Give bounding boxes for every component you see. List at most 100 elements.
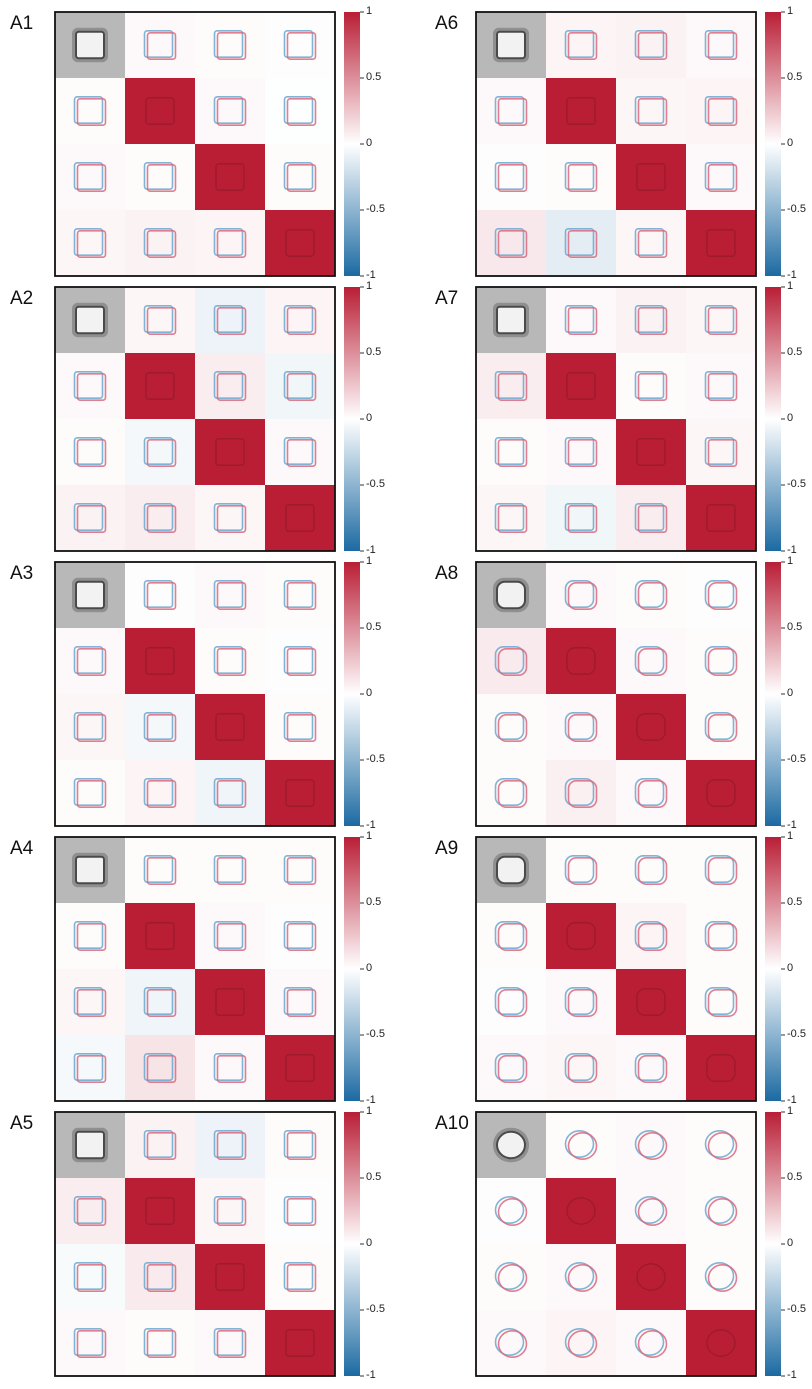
matrix-cell — [686, 903, 757, 970]
feature-outline-negative — [634, 304, 665, 333]
matrix-cell — [616, 1310, 687, 1377]
feature-outline-positive — [286, 373, 317, 402]
colorbar-tick-label: 0.5 — [787, 346, 803, 358]
feature-outline-negative — [143, 712, 174, 741]
colorbar-tick-label: 0.5 — [787, 621, 803, 633]
matrix-cell — [195, 903, 266, 970]
feature-outline-positive — [567, 1330, 598, 1359]
colorbar-gradient — [765, 1112, 781, 1376]
feature-outline — [215, 438, 245, 466]
feature-outline-negative — [564, 778, 595, 807]
colorbar-tick-label: 0 — [787, 1237, 794, 1249]
feature-outline — [145, 922, 175, 950]
feature-outline-negative — [494, 778, 525, 807]
feature-outline-positive — [286, 1198, 317, 1227]
feature-outline-negative — [704, 987, 735, 1016]
feature-outline-negative — [494, 1196, 525, 1225]
panel-label: A3 — [10, 563, 34, 584]
feature-outline — [566, 97, 596, 125]
matrix-cell — [125, 353, 196, 420]
colorbar-tick-label: 1 — [787, 555, 794, 567]
feature-outline-negative — [143, 162, 174, 191]
feature-outline-negative — [494, 228, 525, 257]
feature-outline-negative — [564, 1053, 595, 1082]
feature-outline-positive — [216, 648, 247, 677]
feature-outline-negative — [143, 304, 174, 333]
reference-feature — [496, 855, 526, 885]
feature-outline-positive — [76, 164, 107, 193]
feature-outline-negative — [494, 371, 525, 400]
feature-outline-negative — [283, 1196, 314, 1225]
matrix-cell — [265, 1035, 336, 1102]
reference-feature — [496, 305, 526, 335]
matrix-cell — [476, 485, 547, 552]
matrix-cell — [265, 485, 336, 552]
feature-outline-positive — [497, 648, 528, 677]
matrix-cell — [616, 353, 687, 420]
feature-outline-positive — [216, 505, 247, 534]
colorbar-tick-label: -0.5 — [366, 478, 385, 490]
matrix-cell — [476, 144, 547, 211]
colorbar-tick-label: -0.5 — [366, 1303, 385, 1315]
panel-label: A4 — [10, 838, 34, 859]
feature-outline-negative — [73, 437, 104, 466]
matrix-cell — [125, 837, 196, 904]
matrix-cell — [476, 210, 547, 277]
feature-outline-positive — [286, 648, 317, 677]
feature-outline-negative — [634, 1129, 665, 1158]
matrix-cell — [616, 903, 687, 970]
feature-outline-negative — [564, 712, 595, 741]
matrix-cell — [125, 1178, 196, 1245]
feature-outline-positive — [567, 31, 598, 60]
reference-feature — [75, 580, 105, 610]
feature-outline-positive — [146, 581, 177, 610]
colorbar-tick-label: 1 — [787, 5, 794, 17]
matrix-cell — [546, 562, 617, 629]
feature-outline-negative — [494, 1328, 525, 1357]
feature-outline-negative — [704, 1129, 735, 1158]
feature-outline-positive — [286, 31, 317, 60]
colorbar-tick-label: -1 — [787, 1094, 797, 1106]
matrix-cell — [686, 1178, 757, 1245]
matrix-cell — [265, 760, 336, 827]
matrix-cell — [125, 78, 196, 145]
feature-outline-negative — [73, 371, 104, 400]
feature-outline-positive — [707, 1264, 738, 1293]
feature-outline-negative — [564, 987, 595, 1016]
feature-outline — [706, 1329, 736, 1357]
colorbar-gradient — [344, 12, 360, 276]
feature-outline-negative — [213, 228, 244, 257]
matrix-cell — [55, 1178, 126, 1245]
matrix-cell — [55, 1310, 126, 1377]
matrix-cell — [265, 287, 336, 354]
matrix-cell — [195, 969, 266, 1036]
colorbar-tick-label: -1 — [787, 1369, 797, 1381]
plot-frame — [475, 1111, 757, 1377]
matrix-cell — [195, 1310, 266, 1377]
matrix-cell — [125, 969, 196, 1036]
feature-outline-positive — [707, 164, 738, 193]
matrix-cell — [546, 1244, 617, 1311]
matrix-cell — [546, 210, 617, 277]
feature-outline-positive — [146, 1330, 177, 1359]
feature-outline-negative — [73, 503, 104, 532]
feature-outline — [145, 1197, 175, 1225]
colorbar — [765, 836, 785, 1102]
feature-outline-positive — [497, 98, 528, 127]
matrix-cell — [616, 1244, 687, 1311]
matrix-cell — [616, 1035, 687, 1102]
feature-outline-negative — [283, 921, 314, 950]
feature-outline-negative — [283, 712, 314, 741]
matrix-cell — [616, 1112, 687, 1179]
matrix-cell — [55, 1035, 126, 1102]
matrix-cell — [265, 1112, 336, 1179]
feature-outline-positive — [286, 439, 317, 468]
feature-outline-positive — [637, 581, 668, 610]
feature-outline-positive — [567, 856, 598, 885]
feature-outline-negative — [283, 1262, 314, 1291]
feature-outline-negative — [494, 712, 525, 741]
feature-outline-positive — [76, 923, 107, 952]
colorbar — [344, 286, 364, 552]
matrix-cell — [616, 287, 687, 354]
colorbar-tick-label: 1 — [366, 555, 373, 567]
